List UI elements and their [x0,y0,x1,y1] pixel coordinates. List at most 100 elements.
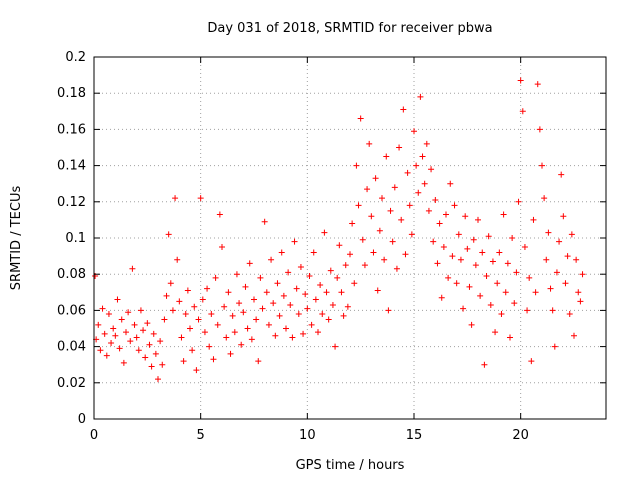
data-point [157,338,164,345]
data-point [223,334,230,341]
data-point [449,253,456,260]
data-point [451,202,458,209]
data-point [470,236,477,243]
data-point [391,184,398,191]
data-point [549,307,556,314]
data-point [462,213,469,220]
data-point [135,347,142,354]
data-point [255,358,262,365]
data-point [118,316,125,323]
data-point [443,211,449,218]
data-point [406,202,413,209]
data-point [453,280,460,287]
data-point [502,289,509,296]
data-point [396,144,403,151]
data-point [532,289,539,296]
data-point [434,260,441,267]
y-tick-label: 0.1 [65,231,86,246]
data-point [342,262,349,269]
data-point [543,256,550,263]
data-point [178,334,185,341]
data-point [210,356,217,363]
data-point [283,325,289,332]
y-tick-label: 0.12 [57,195,86,210]
data-point [370,249,377,256]
data-point [336,242,343,249]
data-point [536,126,543,133]
data-point [432,196,439,203]
y-tick-label: 0.16 [57,122,86,137]
data-point [103,352,110,359]
data-point [466,283,473,290]
data-point [287,301,294,308]
data-point [421,180,428,187]
data-point [357,115,364,122]
data-point [379,195,385,202]
data-point [430,238,437,245]
x-tick-label: 15 [406,428,423,443]
data-point [193,367,200,374]
axis-ticks: 0 0.02 0.04 0.06 0.08 0.1 0.12 0.14 0.16 0.18 0.2 0… [57,50,606,443]
data-point [571,332,577,339]
data-point [148,363,155,370]
data-point [214,321,221,328]
data-point [447,180,454,187]
data-point [246,260,253,267]
data-point [304,305,311,312]
data-point [579,271,586,278]
data-point [159,361,166,368]
data-point [327,267,334,274]
data-point [509,235,516,241]
data-point [479,249,486,256]
data-point [216,211,223,218]
data-point [428,166,435,173]
data-point [263,289,270,296]
data-point [425,207,432,214]
data-point [184,287,191,294]
x-tick-label: 5 [197,428,205,443]
data-point [97,347,104,354]
x-axis-label: GPS time / hours [296,458,405,473]
data-point [204,285,211,292]
y-tick-label: 0.06 [57,303,86,318]
data-point [144,320,151,327]
data-point [528,358,535,365]
data-point [521,244,528,251]
data-point [219,244,225,251]
data-point [295,311,302,318]
data-point [206,343,213,350]
data-point [460,305,467,312]
data-point [227,350,234,357]
data-point [133,334,140,341]
data-point [366,140,373,147]
data-point [116,345,123,352]
data-point [457,256,464,263]
data-point [464,245,471,252]
data-point [541,195,548,202]
data-point [201,329,208,336]
data-point [251,296,257,303]
data-point [361,262,368,269]
y-tick-label: 0 [78,412,86,427]
data-point [487,301,494,308]
data-point [353,162,360,169]
data-point [492,329,499,336]
data-point [163,292,170,299]
data-point [387,207,394,214]
data-point [325,316,332,323]
data-point [272,332,279,339]
data-point [545,229,552,236]
data-point [332,343,339,350]
data-point [108,339,115,346]
data-point [244,325,251,332]
data-point [372,175,379,182]
data-point [208,311,215,318]
data-point [530,216,537,223]
data-point [408,231,415,238]
data-point [319,311,326,318]
data-point [383,153,390,160]
data-point [483,273,490,280]
data-point [248,336,255,343]
data-point [577,298,584,305]
data-point [526,274,533,281]
